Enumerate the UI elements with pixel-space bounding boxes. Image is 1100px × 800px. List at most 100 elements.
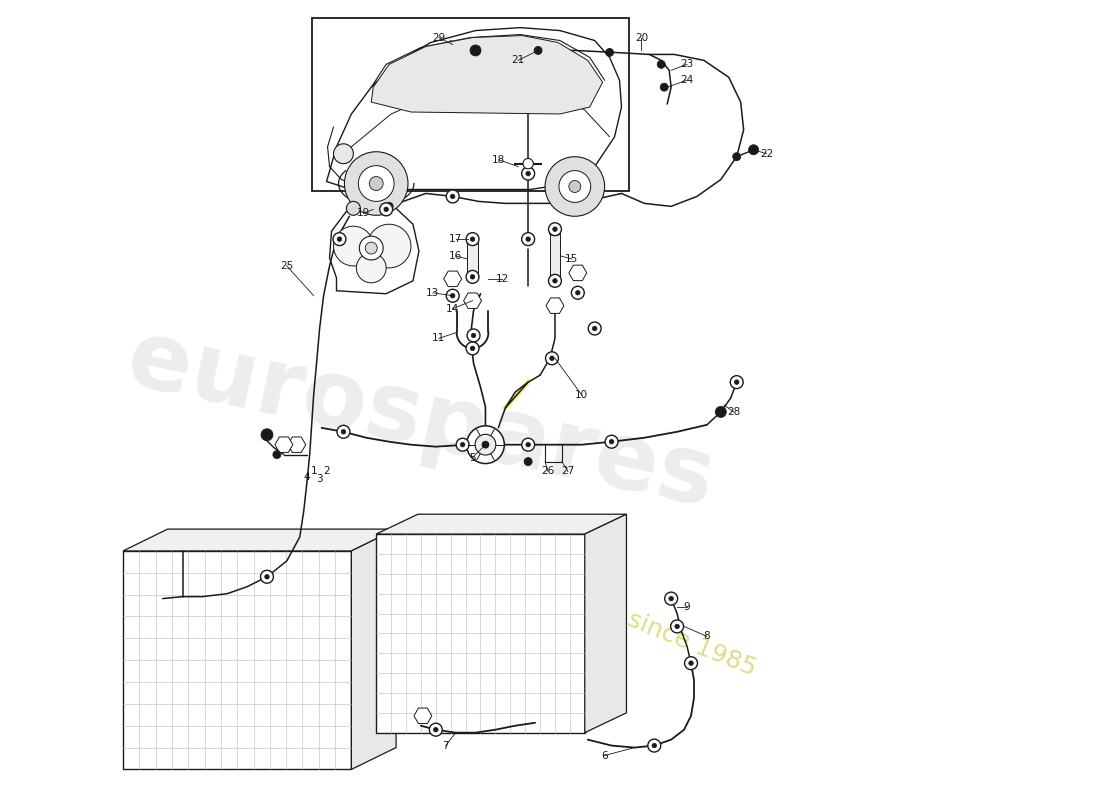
Circle shape <box>660 83 668 91</box>
Circle shape <box>384 207 388 211</box>
Circle shape <box>609 439 614 444</box>
Circle shape <box>385 202 393 210</box>
Circle shape <box>526 171 530 176</box>
Circle shape <box>735 380 739 384</box>
Circle shape <box>483 442 488 448</box>
Circle shape <box>569 181 581 193</box>
Circle shape <box>715 406 726 418</box>
Polygon shape <box>546 298 564 314</box>
Circle shape <box>356 253 386 283</box>
Text: 14: 14 <box>447 304 460 314</box>
Circle shape <box>664 592 678 605</box>
Text: 3: 3 <box>317 474 323 485</box>
Polygon shape <box>376 534 585 733</box>
Circle shape <box>461 442 465 447</box>
Circle shape <box>549 222 561 236</box>
Circle shape <box>575 290 580 295</box>
Circle shape <box>684 657 697 670</box>
Polygon shape <box>351 529 396 770</box>
Text: 11: 11 <box>432 334 446 343</box>
Text: eurospares: eurospares <box>119 313 723 527</box>
Circle shape <box>333 226 373 266</box>
Circle shape <box>525 458 532 466</box>
Circle shape <box>471 274 475 279</box>
Circle shape <box>521 167 535 180</box>
Circle shape <box>605 435 618 448</box>
Circle shape <box>471 237 475 242</box>
Circle shape <box>447 190 459 203</box>
Circle shape <box>652 743 657 748</box>
Circle shape <box>261 429 273 441</box>
Circle shape <box>370 177 383 190</box>
Circle shape <box>749 145 759 154</box>
Circle shape <box>730 376 744 389</box>
Circle shape <box>671 620 683 633</box>
Circle shape <box>359 166 394 202</box>
Text: 6: 6 <box>602 750 608 761</box>
Text: 2: 2 <box>323 466 330 477</box>
Circle shape <box>526 442 530 447</box>
Text: 24: 24 <box>681 75 694 86</box>
Circle shape <box>466 426 504 463</box>
Circle shape <box>522 158 534 169</box>
Circle shape <box>470 45 481 56</box>
Circle shape <box>471 346 475 350</box>
Circle shape <box>544 157 605 216</box>
Polygon shape <box>585 514 627 733</box>
Text: 7: 7 <box>442 741 449 750</box>
Circle shape <box>338 237 342 242</box>
Circle shape <box>337 426 350 438</box>
Text: 18: 18 <box>492 154 505 165</box>
Text: a passion for parts since 1985: a passion for parts since 1985 <box>400 517 760 681</box>
Circle shape <box>429 723 442 736</box>
Text: 15: 15 <box>565 254 579 264</box>
Circle shape <box>418 711 428 720</box>
Circle shape <box>333 233 345 246</box>
Circle shape <box>571 286 584 299</box>
Polygon shape <box>463 293 482 309</box>
Circle shape <box>593 326 597 330</box>
Circle shape <box>265 574 269 579</box>
Circle shape <box>648 739 661 752</box>
Circle shape <box>550 301 560 310</box>
Bar <box>311 18 629 191</box>
Circle shape <box>658 60 666 68</box>
Circle shape <box>341 430 345 434</box>
Circle shape <box>521 438 535 451</box>
Circle shape <box>448 274 458 283</box>
Polygon shape <box>376 514 627 534</box>
Circle shape <box>360 236 383 260</box>
Circle shape <box>466 233 478 246</box>
Polygon shape <box>443 271 462 286</box>
Text: 16: 16 <box>449 251 462 261</box>
Circle shape <box>526 237 530 242</box>
Polygon shape <box>288 437 306 453</box>
Circle shape <box>261 570 274 583</box>
Text: 20: 20 <box>635 33 648 42</box>
Circle shape <box>333 144 353 164</box>
Circle shape <box>535 46 542 54</box>
Circle shape <box>669 596 673 601</box>
Circle shape <box>689 661 693 666</box>
Polygon shape <box>123 551 351 770</box>
Circle shape <box>559 170 591 202</box>
Text: 5: 5 <box>470 453 476 462</box>
Circle shape <box>549 274 561 287</box>
Circle shape <box>552 227 558 231</box>
Circle shape <box>521 233 535 246</box>
Text: 19: 19 <box>356 208 370 218</box>
Circle shape <box>433 727 438 732</box>
Ellipse shape <box>550 277 560 280</box>
Text: 12: 12 <box>496 274 509 284</box>
Polygon shape <box>330 204 419 294</box>
Polygon shape <box>468 243 478 275</box>
Circle shape <box>450 194 455 198</box>
Text: 4: 4 <box>304 473 310 482</box>
Text: 25: 25 <box>280 261 294 271</box>
Circle shape <box>279 440 288 449</box>
Circle shape <box>450 294 455 298</box>
Circle shape <box>447 290 459 302</box>
Circle shape <box>379 203 393 216</box>
Text: 13: 13 <box>426 288 439 298</box>
Circle shape <box>471 333 476 338</box>
